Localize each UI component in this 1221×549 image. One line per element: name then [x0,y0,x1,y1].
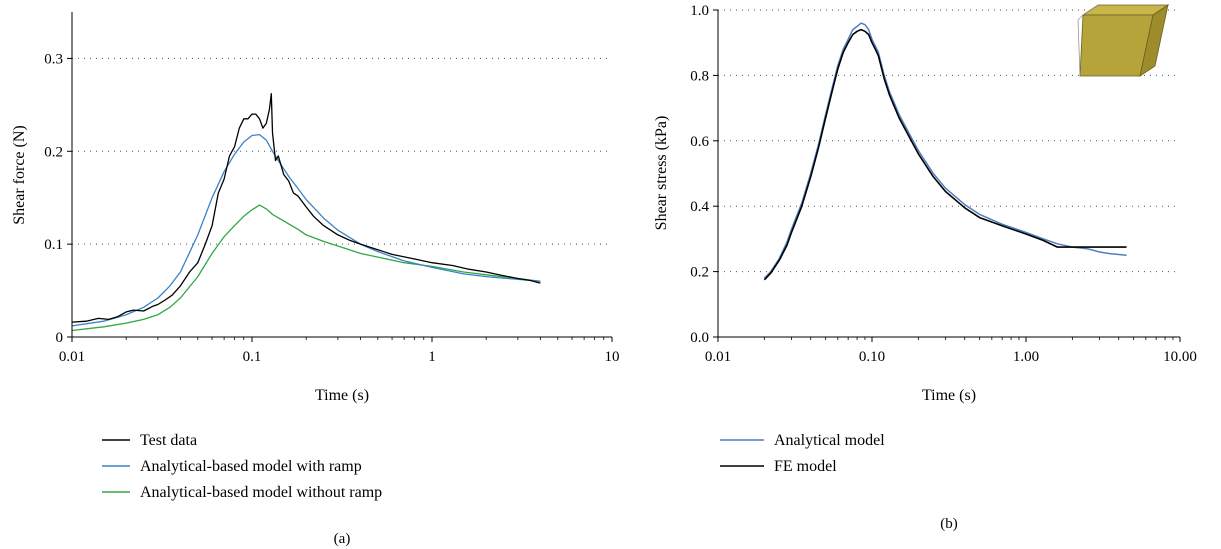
chart-b-x-tick-label: 0.10 [859,349,885,365]
panel-label-b: (b) [940,516,958,532]
chart-a-x-tick-label: 0.01 [59,349,85,365]
chart-b-y-tick-label: 1.0 [690,3,709,19]
chart-b: 0.0 0.2 0.4 0.6 0.8 1.0 0.01 0.10 1.00 10.00 Time… [653,3,1197,532]
chart-a-x-tick-label: 10 [605,349,620,365]
chart-a-y-tick-label: 0 [56,330,64,346]
chart-a-x-tick-label: 0.1 [243,349,262,365]
chart-b-ticks: 0.0 0.2 0.4 0.6 0.8 1.0 0.01 0.10 1.00 10.00 [690,3,1197,365]
chart-b-y-tick-label: 0.6 [690,134,709,150]
chart-b-y-tick-label: 0.0 [690,330,709,346]
legend-label-test-data: Test data [140,432,197,449]
chart-a-y-tick-label: 0.1 [44,237,63,253]
series-line-fe-model [763,28,1127,281]
panel-label-a: (a) [334,531,351,547]
chart-a-x-tick-label: 1 [428,349,436,365]
series-line-test-data [71,93,541,323]
chart-b-x-tick-label: 1.00 [1013,349,1039,365]
chart-a: 0 0.1 0.2 0.3 0.01 0.1 1 10 Time (s) Shear forc… [11,12,620,547]
chart-a-y-label: Shear force (N) [11,125,28,225]
chart-b-x-tick-label: 0.01 [705,349,731,365]
legend-label-without-ramp: Analytical-based model without ramp [140,484,382,501]
chart-a-gridlines [72,57,612,245]
chart-a-y-tick-label: 0.2 [44,144,63,160]
chart-a-series [71,93,541,332]
series-line-analytical-model [763,22,1127,279]
chart-b-y-label: Shear stress (kPa) [653,116,670,231]
chart-b-x-label: Time (s) [922,387,976,404]
chart-b-x-tick-label: 10.00 [1163,349,1197,365]
legend-label-analytical-model: Analytical model [774,432,885,449]
chart-b-y-tick-label: 0.2 [690,265,709,281]
legend-label-with-ramp: Analytical-based model with ramp [140,458,362,475]
chart-a-ticks: 0 0.1 0.2 0.3 0.01 0.1 1 10 [44,51,619,365]
legend-label-fe-model: FE model [774,458,837,475]
series-line-analytical-based-model-without-ramp [71,204,541,332]
chart-b-legend: Analytical model FE model [720,432,885,475]
chart-a-legend: Test data Analytical-based model with ra… [102,432,382,501]
inset-block-icon [1077,4,1170,77]
chart-b-series [763,22,1127,281]
chart-b-y-tick-label: 0.4 [690,199,709,215]
series-line-analytical-based-model-with-ramp [71,133,541,327]
chart-b-y-tick-label: 0.8 [690,68,709,84]
chart-a-y-tick-label: 0.3 [44,51,63,67]
chart-a-x-label: Time (s) [315,387,369,404]
